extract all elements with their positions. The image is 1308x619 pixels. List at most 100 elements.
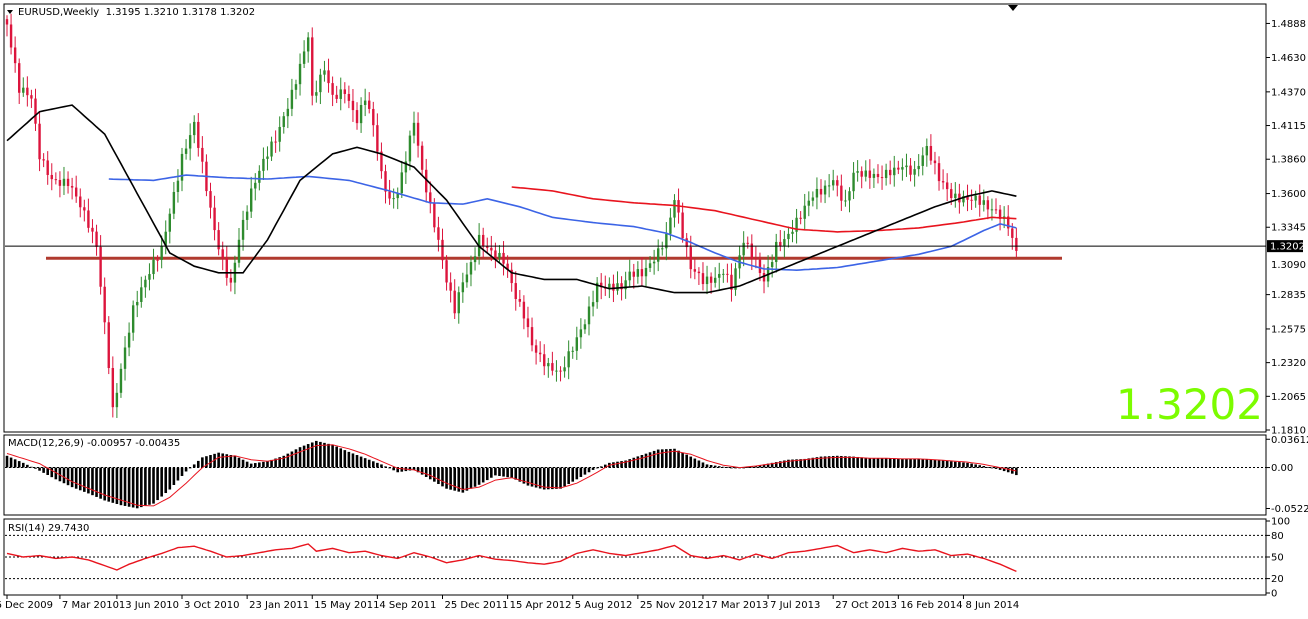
candle-body <box>880 177 884 179</box>
macd-bar <box>54 467 58 480</box>
macd-bar <box>83 467 86 492</box>
candle-body <box>95 231 98 247</box>
macd-bar <box>156 467 159 501</box>
candle-body <box>331 83 334 95</box>
candle-body <box>465 274 469 283</box>
candle-body <box>119 368 123 393</box>
macd-bar <box>355 455 359 468</box>
time-axis-label: 15 Apr 2012 <box>510 600 572 611</box>
macd-bar <box>652 450 656 468</box>
candle-body <box>351 100 355 111</box>
price-axis-label: 1.3345 <box>1271 223 1306 234</box>
macd-bar <box>803 458 807 468</box>
macd-bar <box>750 466 754 468</box>
candle-body <box>836 180 839 186</box>
time-axis-label: 4 Sep 2011 <box>379 600 436 611</box>
candle-body <box>343 89 347 94</box>
macd-bar <box>665 449 668 468</box>
price-axis-label: 1.2835 <box>1271 290 1306 301</box>
macd-bar <box>21 462 25 468</box>
time-axis: 6 Dec 2009 7 Mar 2010 13 Jun 2010 3 Oct 201… <box>0 595 1019 611</box>
macd-pane <box>3 434 1267 516</box>
candle-body <box>87 210 90 228</box>
candle-body <box>726 273 729 275</box>
macd-bar <box>827 456 831 468</box>
macd-bar <box>722 466 725 468</box>
macd-bar <box>266 461 269 468</box>
candle-body <box>514 283 517 300</box>
candle-body <box>689 247 692 270</box>
macd-bar <box>563 467 566 487</box>
macd-bar <box>1015 467 1018 476</box>
candle-body <box>278 126 281 142</box>
candle-body <box>510 269 513 284</box>
macd-bar <box>982 465 986 468</box>
candle-body <box>941 181 945 183</box>
candle-body <box>363 100 367 105</box>
candle-body <box>571 350 574 352</box>
candle-body <box>22 87 25 93</box>
candle-body <box>254 182 257 189</box>
candle-body <box>852 172 855 192</box>
candle-body <box>99 246 102 287</box>
candle-body <box>970 199 973 201</box>
macd-bar <box>428 467 432 480</box>
macd-bar <box>196 460 200 468</box>
candle-body <box>701 273 705 285</box>
macd-bar <box>282 455 286 468</box>
macd-bar <box>367 459 371 468</box>
macd-bar <box>811 457 815 468</box>
macd-bar <box>412 467 416 470</box>
macd-bar <box>746 467 750 468</box>
rsi-axis-label: 0 <box>1271 589 1277 600</box>
candle-body <box>945 182 949 190</box>
candle-body <box>237 239 241 263</box>
macd-bar <box>644 453 648 468</box>
macd-bar <box>612 462 615 468</box>
macd-bar <box>567 467 570 485</box>
macd-bar <box>514 467 518 480</box>
candle-body <box>534 345 538 353</box>
price-axis-label: 1.4115 <box>1271 121 1306 132</box>
candle-body <box>115 392 119 408</box>
chart-shift-marker-icon[interactable] <box>1008 5 1018 11</box>
candle-body <box>575 337 578 351</box>
macd-header-label: MACD(12,26,9) -0.00957 -0.00435 <box>8 438 180 449</box>
candle-body <box>286 108 290 117</box>
triangle-down-icon[interactable] <box>7 10 13 14</box>
candle-body <box>221 249 224 259</box>
macd-bar <box>787 459 790 468</box>
candle-body <box>823 185 827 195</box>
candle-body <box>827 185 831 187</box>
macd-bar <box>17 461 21 468</box>
macd-bar <box>937 460 941 468</box>
candle-body <box>420 145 424 170</box>
candle-body <box>311 37 314 96</box>
macd-bar <box>840 456 843 468</box>
candle-body <box>921 155 924 166</box>
candle-body <box>490 247 493 251</box>
candle-body <box>730 274 733 290</box>
candle-body <box>998 209 1002 219</box>
macd-bar <box>966 462 969 468</box>
candle-body <box>34 98 37 124</box>
candle-body <box>522 301 526 319</box>
macd-bar <box>599 466 603 468</box>
candle-body <box>665 233 668 249</box>
macd-bar <box>241 459 245 468</box>
candle-body <box>46 160 49 175</box>
price-axis-label: 1.2320 <box>1271 358 1306 369</box>
candle-body <box>400 172 403 194</box>
candle-body <box>473 256 477 263</box>
big-price-readout: 1.3202 <box>1116 380 1263 429</box>
candle-body <box>282 116 285 127</box>
macd-bar <box>380 464 383 468</box>
candle-body <box>5 19 9 25</box>
candle-body <box>58 179 62 186</box>
candle-body <box>530 327 534 346</box>
macd-axis-label: 0.00 <box>1271 463 1293 474</box>
candle-body <box>543 354 546 367</box>
candle-body <box>620 283 623 290</box>
macd-bar <box>856 456 859 468</box>
candle-body <box>860 171 863 177</box>
